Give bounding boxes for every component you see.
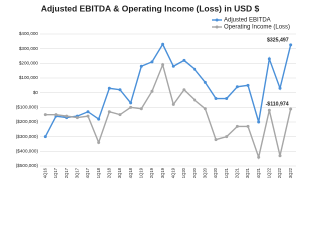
data-point — [129, 105, 133, 109]
data-point — [161, 42, 165, 46]
data-point — [86, 110, 90, 114]
data-point — [278, 154, 282, 158]
data-point — [246, 83, 250, 87]
legend-label: Adjusted EBITDA — [224, 18, 271, 24]
data-point — [129, 101, 133, 105]
data-point — [43, 135, 47, 139]
data-label: $325,497 — [267, 37, 289, 43]
data-point — [86, 114, 90, 118]
x-tick-label: 1Q18 — [96, 167, 101, 178]
data-point — [214, 138, 218, 142]
data-label: -$110,974 — [266, 101, 289, 107]
x-tick-label: 4Q18 — [128, 167, 133, 178]
data-point — [43, 113, 47, 117]
legend-marker — [215, 25, 219, 29]
x-tick-label: 3Q22 — [288, 167, 293, 178]
x-tick-label: 1Q21 — [224, 167, 229, 178]
y-tick-label: ($500,000) — [16, 163, 39, 168]
data-point — [289, 43, 293, 47]
x-tick-label: 3Q18 — [117, 167, 122, 178]
x-tick-label: 2Q18 — [106, 167, 111, 178]
data-point — [150, 89, 154, 93]
data-point — [225, 135, 229, 139]
x-tick-label: 2Q22 — [277, 167, 282, 178]
x-tick-label: 1Q20 — [181, 167, 186, 178]
x-tick-label: 1Q17 — [53, 167, 58, 178]
data-point — [97, 141, 101, 145]
x-tick-label: 4Q16 — [42, 167, 47, 178]
chart: Adjusted EBITDA & Operating Income (Loss… — [15, 3, 296, 179]
data-point — [193, 98, 197, 102]
data-point — [267, 57, 271, 61]
data-point — [161, 63, 165, 67]
data-point — [203, 107, 207, 111]
data-point — [139, 64, 143, 68]
data-point — [225, 97, 229, 101]
data-point — [97, 117, 101, 121]
y-tick-label: ($400,000) — [16, 149, 39, 154]
y-tick-label: ($300,000) — [16, 134, 39, 139]
x-tick-label: 4Q21 — [256, 167, 261, 178]
data-point — [235, 85, 239, 89]
data-point — [246, 124, 250, 128]
data-point — [203, 80, 207, 84]
data-point — [118, 113, 122, 117]
x-tick-label: 2Q17 — [64, 167, 69, 178]
x-tick-label: 2Q19 — [149, 167, 154, 178]
data-point — [150, 60, 154, 64]
legend-marker — [215, 18, 219, 22]
data-point — [65, 114, 69, 118]
x-tick-label: 3Q17 — [74, 167, 79, 178]
data-point — [193, 67, 197, 71]
data-point — [257, 155, 261, 159]
x-tick-label: 4Q19 — [170, 167, 175, 178]
series-line — [44, 42, 292, 137]
data-point — [278, 86, 282, 90]
chart-title: Adjusted EBITDA & Operating Income (Loss… — [41, 3, 260, 13]
y-tick-label: $400,000 — [19, 31, 39, 36]
y-tick-label: $200,000 — [19, 61, 39, 66]
data-point — [267, 108, 271, 112]
data-point — [139, 107, 143, 111]
y-tick-label: ($100,000) — [16, 105, 39, 110]
data-point — [182, 58, 186, 62]
data-point — [107, 86, 111, 90]
data-point — [182, 88, 186, 92]
data-point — [171, 64, 175, 68]
y-tick-label: ($200,000) — [16, 119, 39, 124]
x-tick-label: 4Q17 — [85, 167, 90, 178]
x-tick-label: 3Q21 — [245, 167, 250, 178]
data-point — [257, 120, 261, 124]
data-point — [171, 102, 175, 106]
data-point — [75, 116, 79, 120]
y-tick-label: $0 — [33, 90, 39, 95]
data-point — [214, 97, 218, 101]
data-point — [289, 107, 293, 111]
y-tick-label: $100,000 — [19, 75, 39, 80]
x-tick-label: 4Q20 — [213, 167, 218, 178]
y-tick-label: $300,000 — [19, 46, 39, 51]
data-point — [235, 124, 239, 128]
data-point — [118, 88, 122, 92]
series-line — [45, 62, 292, 160]
x-tick-label: 2Q20 — [192, 167, 197, 178]
x-tick-label: 3Q20 — [202, 167, 207, 178]
x-tick-label: 1Q19 — [138, 167, 143, 178]
x-tick-label: 1Q22 — [266, 167, 271, 178]
data-point — [54, 113, 58, 117]
data-point — [107, 110, 111, 114]
x-tick-label: 3Q19 — [160, 167, 165, 178]
x-tick-label: 2Q21 — [234, 167, 239, 178]
legend-label: Operating Income (Loss) — [224, 25, 290, 31]
